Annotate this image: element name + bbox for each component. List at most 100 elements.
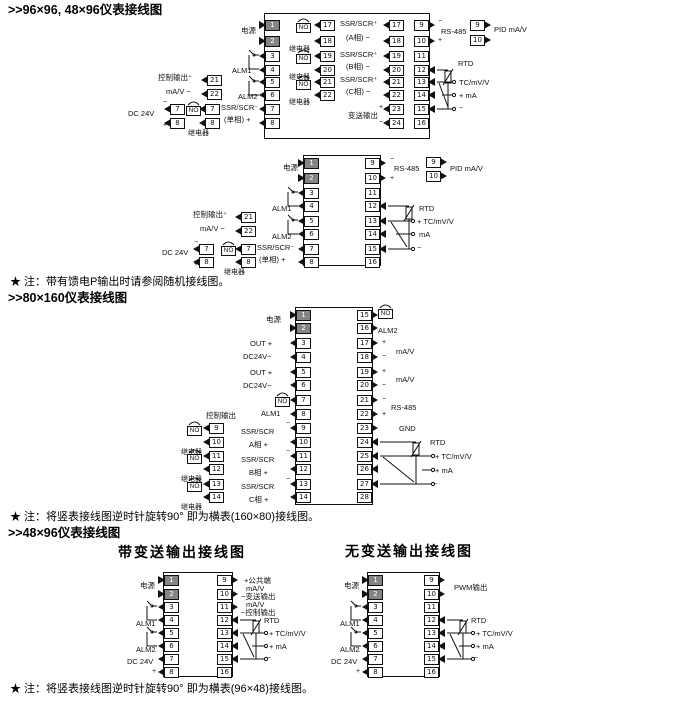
terminal-arrow-icon — [379, 230, 386, 238]
terminal-8: 8 — [235, 257, 256, 268]
terminal-8: 8 — [164, 118, 185, 129]
terminal-26: 26 — [357, 464, 378, 475]
terminal-arrow-icon — [383, 21, 390, 29]
diagram-80x160-label: + — [382, 339, 387, 346]
terminal-arrow-icon — [428, 66, 435, 74]
terminal-arrow-icon — [379, 159, 386, 167]
diagram-96x96-48x96-label: (C相) − — [346, 87, 371, 96]
terminal-7: 7 — [193, 244, 214, 255]
terminal-arrow-icon — [428, 37, 435, 45]
terminal-5: 5 — [259, 77, 280, 88]
terminal-arrow-icon — [362, 668, 369, 676]
terminal-arrow-icon — [235, 227, 242, 235]
rtd-sensor-icon — [252, 620, 260, 634]
diagram-48x96-single-phase-label: + — [390, 175, 395, 182]
wire-end-icon — [263, 630, 269, 636]
terminal-12: 12 — [203, 464, 224, 475]
alarm-contact-icon — [350, 626, 361, 647]
terminal-14: 14 — [414, 90, 435, 101]
terminal-11: 11 — [365, 188, 380, 199]
diagram-96x96-48x96-label: RTD — [458, 59, 474, 68]
terminal-arrow-icon — [259, 78, 266, 86]
terminal-24: 24 — [383, 118, 404, 129]
diagram-96x96-48x96-label: + — [438, 37, 443, 44]
diagram-48x96-with-transmit-label: ALM2 — [136, 645, 156, 654]
terminal-13: 13 — [365, 216, 386, 227]
terminal-arrow-icon — [203, 438, 210, 446]
terminal-15: 15 — [414, 104, 435, 115]
terminal-arrow-icon — [203, 452, 210, 460]
terminal-7: 7 — [298, 244, 319, 255]
terminal-8: 8 — [158, 667, 179, 678]
wire — [449, 633, 462, 658]
diagram-96x96-48x96-label: SSR/SCR⁺ — [340, 75, 378, 84]
terminal-20: 20 — [383, 65, 404, 76]
diagram-48x96-single-phase-label: − — [390, 156, 395, 163]
terminal-arrow-icon — [438, 642, 445, 650]
terminal-arrow-icon — [371, 396, 378, 404]
terminal-1: 1 — [158, 575, 179, 586]
terminal-arrow-icon — [383, 66, 390, 74]
diagram-96x96-48x96-label: DC 24V — [128, 109, 155, 118]
terminal-15: 15 — [217, 654, 238, 665]
diagram-48x96-without-transmit-label: + TC/mV/V — [476, 629, 513, 638]
terminal-arrow-icon — [235, 245, 242, 253]
diagram-96x96-48x96-label: SSR/SCR⁺ — [340, 19, 378, 28]
terminal-arrow-icon — [231, 629, 238, 637]
terminal-arrow-icon — [438, 576, 445, 584]
diagram-96x96-48x96-label: (A相) − — [346, 33, 370, 42]
terminal-arrow-icon — [362, 642, 369, 650]
diagram-48x96-single-phase-label: ALM1 — [272, 204, 292, 213]
terminal-2: 2 — [290, 323, 311, 334]
terminal-arrow-icon — [371, 480, 378, 488]
contact-pivot-icon — [291, 218, 295, 222]
relay-no-contact: NO — [275, 397, 290, 407]
terminal-arrow-icon — [371, 438, 378, 446]
terminal-arrow-icon — [438, 590, 445, 598]
terminal-arrow-icon — [428, 105, 435, 113]
section-header-96x96-48x96: >>96×96, 48×96仪表接线图 — [8, 3, 163, 17]
terminal-7: 7 — [259, 104, 280, 115]
terminal-arrow-icon — [290, 311, 297, 319]
terminal-7: 7 — [290, 395, 311, 406]
diagram-48x96-with-transmit-label: − — [267, 655, 272, 662]
relay-no-contact: NO — [187, 454, 202, 464]
terminal-arrow-icon — [201, 90, 208, 98]
terminal-arrow-icon — [259, 119, 266, 127]
terminal-arrow-icon — [290, 339, 297, 347]
diagram-96x96-48x96-label: (B相) − — [346, 62, 370, 71]
terminal-23: 23 — [383, 104, 404, 115]
diagram-96x96-48x96-label: − — [459, 105, 464, 112]
diagram-48x96-single-phase-label: SSR/SCR⁻ — [257, 243, 295, 252]
diagram-48x96-without-transmit-label: ALM1 — [340, 619, 360, 628]
terminal-arrow-icon — [199, 105, 206, 113]
terminal-9: 9 — [470, 20, 491, 31]
terminal-7: 7 — [199, 104, 220, 115]
terminal-arrow-icon — [203, 493, 210, 501]
terminal-9: 9 — [365, 158, 386, 169]
diagram-80x160-label: ALM2 — [378, 326, 398, 335]
terminal-arrow-icon — [362, 603, 369, 611]
diagram-48x96-single-phase-label: RS-485 — [394, 164, 420, 173]
terminal-arrow-icon — [290, 438, 297, 446]
terminal-arrow-icon — [314, 37, 321, 45]
rtd-sensor-icon — [405, 206, 413, 220]
terminal-21: 21 — [314, 77, 335, 88]
rtd-arrow-icon — [410, 440, 422, 458]
terminal-arrow-icon — [290, 424, 297, 432]
terminal-arrow-icon — [440, 158, 447, 166]
terminal-9: 9 — [414, 20, 435, 31]
terminal-arrow-icon — [203, 465, 210, 473]
terminal-17: 17 — [357, 338, 378, 349]
terminal-10: 10 — [217, 589, 238, 600]
terminal-arrow-icon — [290, 465, 297, 473]
terminal-6: 6 — [259, 90, 280, 101]
terminal-28: 28 — [357, 492, 372, 503]
diagram-48x96-single-phase-label: RTD — [419, 204, 435, 213]
diagram-48x96-with-transmit-label: ALM1 — [136, 619, 156, 628]
terminal-arrow-icon — [290, 396, 297, 404]
diagram-48x96-without-transmit-label: PWM输出 — [454, 583, 488, 592]
terminal-15: 15 — [357, 310, 378, 321]
terminal-arrow-icon — [203, 480, 210, 488]
rtd-sensor-icon — [444, 70, 452, 84]
